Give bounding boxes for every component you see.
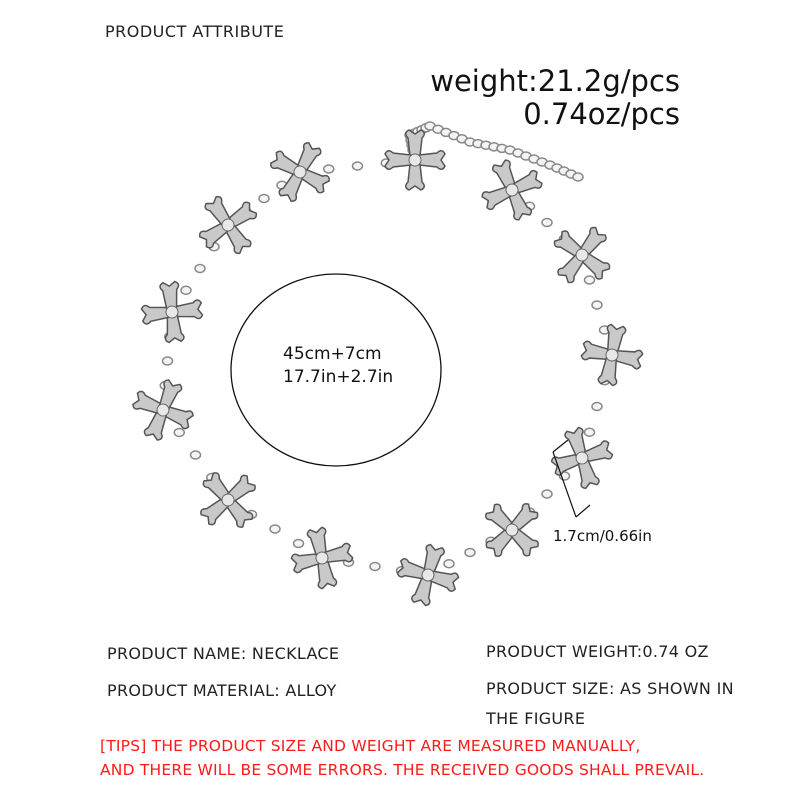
length-in: 17.7in+2.7in [283,367,394,387]
cross-charm [200,472,256,528]
pendant-size: 1.7cm/0.66in [553,527,652,545]
cross-charm [580,323,644,387]
length-ellipse [230,273,442,467]
cross-charm [132,379,194,441]
chain-link [583,427,596,437]
chain-link [161,356,174,366]
cross-charm [290,526,354,590]
product-size: PRODUCT SIZE: AS SHOWN IN [486,679,734,698]
chain-link [292,538,305,549]
chain-link [591,300,603,310]
chain-link [323,164,335,174]
tips-line-2: AND THERE WILL BE SOME ERRORS. THE RECEI… [100,761,705,779]
product-name: PRODUCT NAME: NECKLACE [107,644,340,663]
chain-link [194,263,206,274]
chain-link [583,275,596,285]
weight-ounces: 0.74oz/pcs [523,97,680,131]
chain-link [541,489,553,499]
pendant-measure-lines [552,439,591,518]
chain-link [443,559,455,569]
chain-link [572,172,584,182]
chain-link [173,427,185,438]
cross-charm [550,426,614,490]
product-size-cont: THE FIGURE [486,709,586,728]
weight-grams: weight:21.2g/pcs [430,64,680,98]
chain-link [351,161,364,171]
cross-charm [553,226,611,284]
cross-charm [198,195,258,255]
chain-link [180,285,192,295]
tips-line-1: [TIPS] THE PRODUCT SIZE AND WEIGHT ARE M… [100,737,641,755]
cross-charm [396,543,460,607]
chain-link [591,401,603,412]
chain-link [369,561,381,572]
necklace-crosses [132,129,644,607]
cross-charm [269,141,331,203]
product-material: PRODUCT MATERIAL: ALLOY [107,681,337,700]
chain-link [258,193,270,204]
cross-charm [481,159,543,221]
section-title: PRODUCT ATTRIBUTE [105,22,285,41]
product-weight: PRODUCT WEIGHT:0.74 OZ [486,642,709,661]
length-cm: 45cm+7cm [283,344,382,364]
cross-charm [485,503,539,557]
cross-charm [384,129,446,191]
chain-link [541,217,553,228]
chain-link [269,524,281,534]
chain-link [189,450,202,460]
cross-charm [140,280,204,344]
chain-link [464,547,476,558]
